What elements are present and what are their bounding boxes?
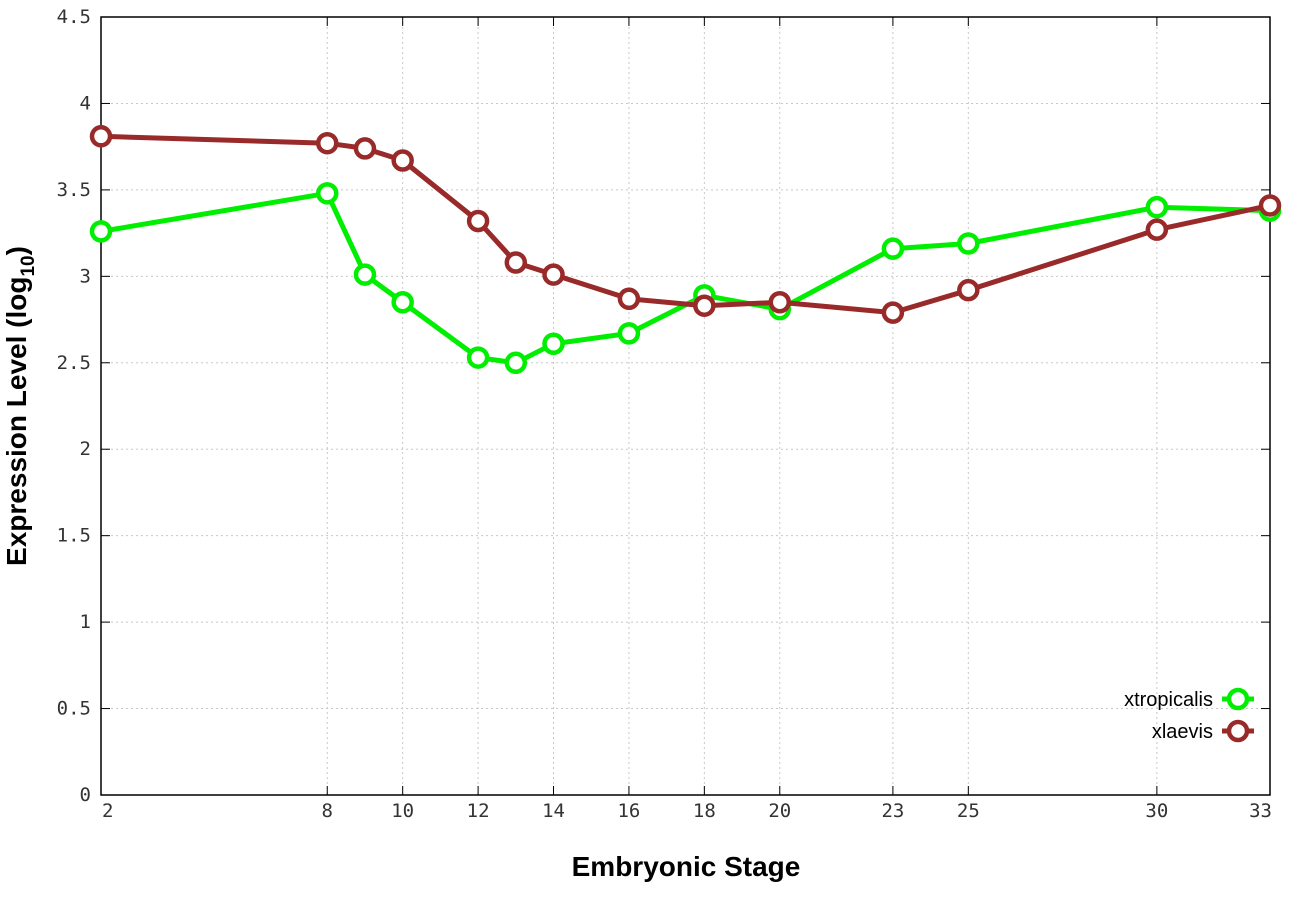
x-tick-label: 30 xyxy=(1145,800,1168,822)
x-tick-label: 14 xyxy=(542,800,565,822)
grid xyxy=(101,17,1270,795)
y-tick-label: 4 xyxy=(80,92,91,114)
data-point-xlaevis xyxy=(391,149,414,172)
data-point-xtropicalis xyxy=(617,322,641,345)
y-axis-title: Expression Level (log10) xyxy=(1,246,39,566)
series-xlaevis xyxy=(89,125,1282,324)
legend-label-xtropicalis: xtropicalis xyxy=(1124,689,1213,711)
y-tick-label: 4.5 xyxy=(57,6,91,28)
data-point-xlaevis xyxy=(881,301,905,324)
data-point-xtropicalis xyxy=(316,182,339,205)
data-point-xlaevis xyxy=(542,263,565,286)
data-point-xlaevis xyxy=(466,209,490,233)
data-point-xtropicalis xyxy=(466,346,490,369)
plot-frame xyxy=(100,16,1271,796)
legend-marker-xlaevis xyxy=(1226,719,1250,743)
x-tick-label: 2 xyxy=(102,800,113,822)
y-tick-label: 3 xyxy=(80,265,91,287)
data-point-xtropicalis xyxy=(504,351,528,375)
data-point-xtropicalis xyxy=(957,232,980,255)
data-point-xlaevis xyxy=(1258,194,1282,217)
legend: xtropicalis xlaevis xyxy=(1124,687,1254,743)
data-point-xlaevis xyxy=(617,287,641,311)
x-tick-label: 12 xyxy=(467,800,490,822)
data-point-xlaevis xyxy=(768,291,792,314)
y-tick-label: 1.5 xyxy=(57,525,91,547)
x-tick-label: 33 xyxy=(1249,800,1272,822)
y-axis-title-subscript: 10 xyxy=(18,255,39,276)
legend-marker-xtropicalis xyxy=(1226,687,1250,711)
data-point-xtropicalis xyxy=(89,220,113,243)
legend-label-xlaevis: xlaevis xyxy=(1152,721,1213,743)
data-point-xlaevis xyxy=(353,137,377,160)
series-xtropicalis xyxy=(89,182,1282,375)
x-tick-label: 8 xyxy=(322,800,333,822)
x-tick-label: 25 xyxy=(957,800,980,822)
x-tick-label: 18 xyxy=(693,800,716,822)
x-axis-title: Embryonic Stage xyxy=(572,851,801,882)
y-axis-title-close: ) xyxy=(1,246,32,255)
data-point-xlaevis xyxy=(316,131,339,155)
axis-ticks: 0 0.5 1 1.5 2 2.5 3 3.5 4 4.5 2 8 10 12 14 16 18 20 23 25 30… xyxy=(57,6,1272,822)
x-tick-label: 23 xyxy=(881,800,904,822)
y-axis-title-main: Expression Level (log xyxy=(1,277,32,566)
data-point-xlaevis xyxy=(89,125,113,148)
y-tick-label: 2 xyxy=(80,438,91,460)
data-point-xtropicalis xyxy=(391,291,414,314)
y-tick-label: 0 xyxy=(80,784,91,806)
data-point-xlaevis xyxy=(504,251,528,274)
y-tick-label: 0.5 xyxy=(57,698,91,720)
x-tick-label: 16 xyxy=(617,800,640,822)
series-layer xyxy=(89,125,1282,375)
data-point-xtropicalis xyxy=(542,332,565,356)
data-point-xlaevis xyxy=(957,278,980,302)
data-point-xlaevis xyxy=(1145,218,1169,241)
data-point-xtropicalis xyxy=(1145,195,1169,219)
data-point-xtropicalis xyxy=(353,263,377,286)
series-line-xlaevis xyxy=(100,133,1271,316)
x-tick-label: 10 xyxy=(391,800,414,822)
y-tick-label: 1 xyxy=(80,611,91,633)
y-tick-label: 3.5 xyxy=(57,179,91,201)
data-point-xtropicalis xyxy=(881,237,905,260)
y-tick-label: 2.5 xyxy=(57,352,91,374)
series-line-xtropicalis xyxy=(100,190,1271,366)
data-point-xlaevis xyxy=(693,294,716,317)
x-tick-label: 20 xyxy=(768,800,791,822)
